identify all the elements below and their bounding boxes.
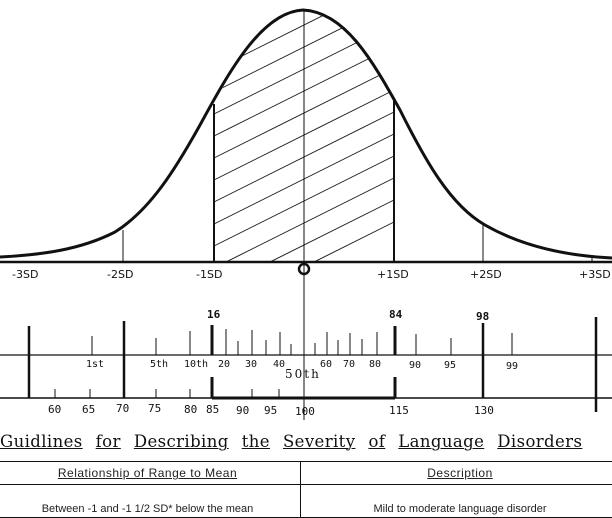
standard-score-label: 95 [264, 404, 277, 417]
percentile-label: 20 [218, 359, 230, 370]
standard-score-label: 70 [116, 402, 129, 415]
standard-score-label: 130 [474, 404, 494, 417]
percentile-label: 90 [409, 360, 421, 371]
title-word: Language [398, 432, 484, 451]
standard-score-label: 115 [389, 404, 409, 417]
standard-score-label: 85 [206, 403, 219, 416]
sd-label: +2SD [470, 268, 502, 281]
title-word: for [96, 432, 121, 451]
table-row: Between -1 and -1 1/2 SD* below the mean… [0, 485, 612, 518]
table-header-row: Relationship of Range to Mean Descriptio… [0, 462, 612, 485]
severity-guidelines-table: Relationship of Range to Mean Descriptio… [0, 461, 612, 518]
percentile-label: 95 [444, 360, 456, 371]
standard-score-label: 60 [48, 403, 61, 416]
column-header-relationship: Relationship of Range to Mean [0, 462, 301, 485]
guidelines-title: Guidlines for Describing the Severity of Langu… [0, 432, 612, 451]
percentile-label: 99 [506, 361, 518, 372]
percentile-label: 70 [343, 359, 355, 370]
standard-score-label: 65 [82, 403, 95, 416]
percentile-50th-label: 50th [285, 367, 321, 381]
sd-label: +1SD [377, 268, 409, 281]
percentile-major-label: 16 [207, 308, 221, 321]
range-cell: Between -1 and -1 1/2 SD* below the mean [0, 485, 301, 518]
title-word: Describing [134, 432, 229, 451]
percentile-major-label: 84 [389, 308, 403, 321]
bell-curve-figure: -3SD -2SD -1SD +1SD +2SD +3SD 1 [0, 0, 612, 430]
sd-label: +3SD [579, 268, 611, 281]
percentile-major-label: 98 [476, 310, 489, 323]
standard-score-label: 100 [295, 405, 315, 418]
sd-label: -1SD [196, 268, 222, 281]
description-cell: Mild to moderate language disorder [301, 485, 612, 518]
title-word: the [242, 432, 270, 451]
sd-label: -2SD [107, 268, 133, 281]
percentile-label: 80 [369, 359, 381, 370]
percentile-label: 10th [184, 359, 208, 370]
title-word: Disorders [497, 432, 582, 451]
title-word: Severity [283, 432, 355, 451]
title-word: Guidlines [0, 432, 83, 451]
column-header-description: Description [301, 462, 612, 485]
standard-score-label: 75 [148, 402, 161, 415]
standard-score-label: 90 [236, 404, 249, 417]
percentile-label: 30 [245, 359, 257, 370]
title-word: of [368, 432, 385, 451]
sd-label: -3SD [12, 268, 38, 281]
percentile-label: 60 [320, 359, 332, 370]
standard-score-label: 80 [184, 403, 197, 416]
percentile-label: 5th [150, 359, 168, 370]
percentile-label: 40 [273, 359, 285, 370]
percentile-label: 1st [86, 359, 104, 370]
